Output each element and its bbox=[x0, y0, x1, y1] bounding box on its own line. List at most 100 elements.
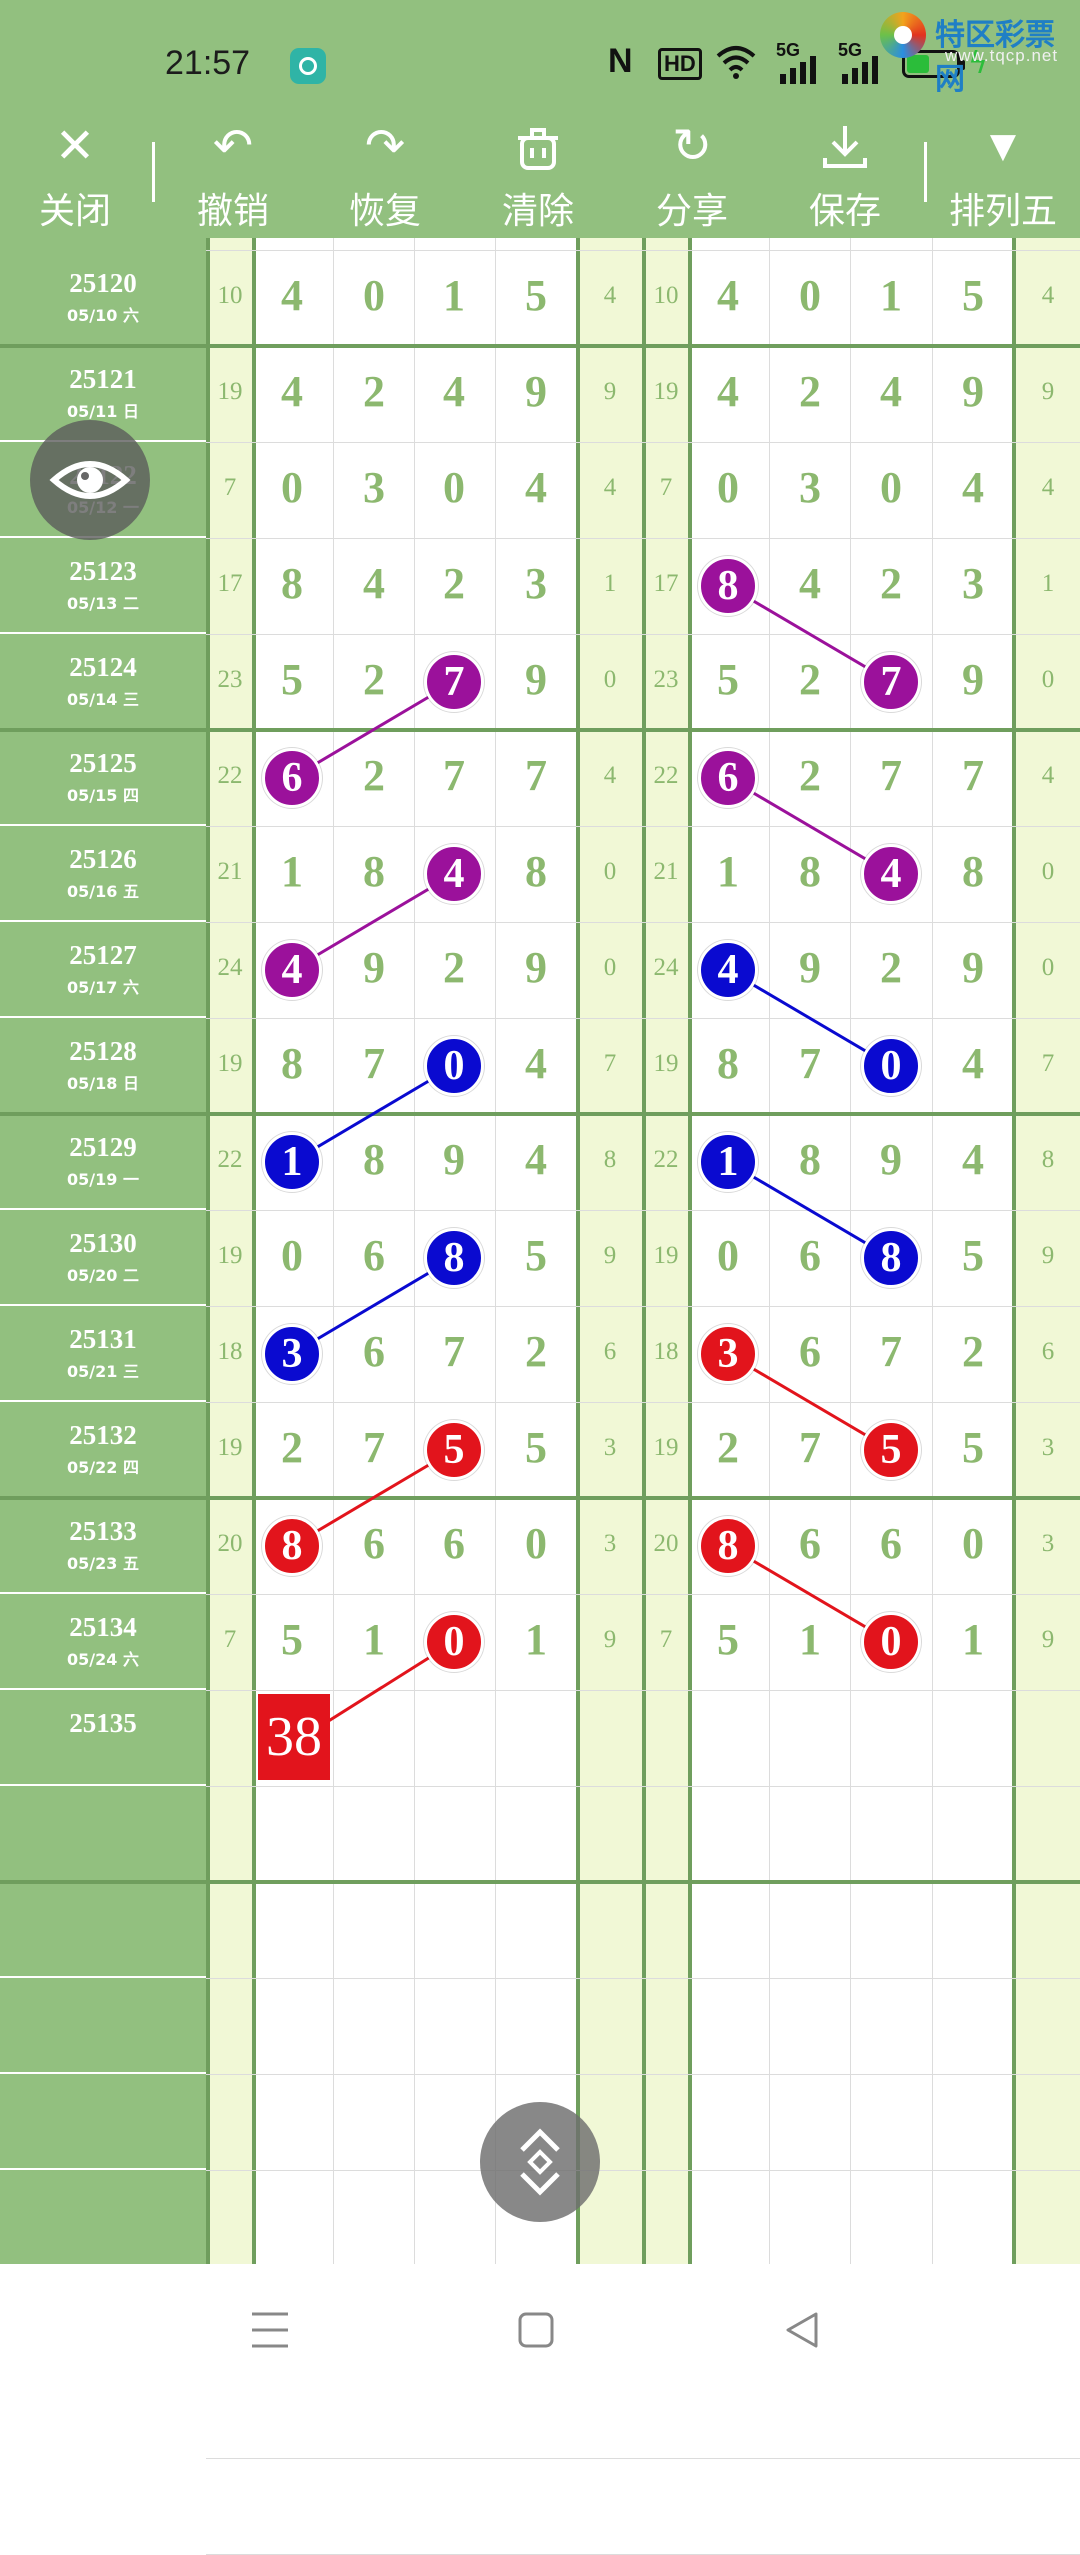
save-label: 保存 bbox=[808, 191, 881, 232]
watermark-url: www.tqcp.net bbox=[945, 46, 1059, 65]
clear-label: 清除 bbox=[501, 191, 574, 232]
connector-line bbox=[291, 872, 455, 972]
digit-cell: 0 bbox=[717, 1231, 739, 1280]
tail-value: 3 bbox=[603, 1434, 617, 1461]
issue-number: 25124 bbox=[69, 652, 137, 682]
share-icon: ↻ bbox=[671, 118, 713, 174]
tail-value: 3 bbox=[1041, 1434, 1055, 1461]
digit-cell: 1 bbox=[880, 271, 902, 320]
tail-value: 0 bbox=[1041, 954, 1055, 981]
digit-cell: 2 bbox=[363, 751, 385, 800]
sum-value: 21 bbox=[217, 858, 243, 885]
connector-line bbox=[291, 1256, 455, 1356]
sort-dropdown[interactable]: ▼ 排列五 bbox=[938, 110, 1068, 238]
digit-cell: 1 bbox=[281, 847, 303, 896]
digit-cell: 9 bbox=[443, 1135, 465, 1184]
highlight-circle: 6 bbox=[698, 748, 758, 808]
digit-cell: 2 bbox=[363, 655, 385, 704]
home-icon[interactable] bbox=[516, 2310, 556, 2350]
issue-date: 05/16 五 bbox=[67, 882, 139, 901]
download-icon bbox=[780, 118, 910, 174]
grid-vline-thick bbox=[688, 238, 692, 2264]
sum-value: 19 bbox=[217, 378, 243, 405]
sum-value: 19 bbox=[217, 1050, 243, 1077]
save-button[interactable]: 保存 bbox=[780, 110, 910, 238]
group-divider bbox=[0, 344, 1080, 348]
digit-cell: 7 bbox=[443, 1327, 465, 1376]
digit-cell: 7 bbox=[880, 1327, 902, 1376]
digit-cell: 0 bbox=[281, 1231, 303, 1280]
grid-vline-thick bbox=[252, 238, 256, 2264]
digit-cell: 8 bbox=[363, 1135, 385, 1184]
issue-number: 25133 bbox=[69, 1516, 137, 1546]
issue-row: 25134 05/24 六 bbox=[0, 1594, 206, 1690]
highlight-circle: 4 bbox=[861, 844, 921, 904]
charging-icon: ϟ bbox=[968, 46, 988, 81]
digit-cell: 7 bbox=[363, 1039, 385, 1088]
tail-value: 6 bbox=[1041, 1338, 1055, 1365]
issue-number: 25127 bbox=[69, 940, 137, 970]
issue-date: 05/15 四 bbox=[67, 786, 139, 805]
toolbar-divider-2 bbox=[924, 142, 927, 202]
grid-vline-thick bbox=[1012, 238, 1016, 2264]
digit-cell: 4 bbox=[525, 463, 547, 512]
issue-row bbox=[0, 2458, 206, 2554]
tail-value: 7 bbox=[603, 1050, 617, 1077]
signal-bars-icon bbox=[778, 56, 818, 89]
prediction-box[interactable]: 38 bbox=[258, 1694, 330, 1780]
group-divider bbox=[0, 1112, 1080, 1116]
share-button[interactable]: ↻ 分享 bbox=[627, 110, 757, 238]
tail-value: 6 bbox=[603, 1338, 617, 1365]
digit-cell: 6 bbox=[799, 1231, 821, 1280]
menu-icon[interactable] bbox=[248, 2310, 292, 2350]
digit-cell: 9 bbox=[880, 1135, 902, 1184]
grid-hline bbox=[206, 1402, 1080, 1403]
sum-value: 7 bbox=[223, 1626, 237, 1653]
issue-row bbox=[0, 1978, 206, 2074]
tail-value: 9 bbox=[603, 378, 617, 405]
eye-toggle-button[interactable] bbox=[30, 420, 150, 540]
undo-button[interactable]: ↶ 撤销 bbox=[168, 110, 298, 238]
scroll-updown-button[interactable] bbox=[480, 2102, 600, 2222]
redo-button[interactable]: ↷ 恢复 bbox=[320, 110, 450, 238]
issue-number: 25128 bbox=[69, 1036, 137, 1066]
tail-value: 1 bbox=[603, 570, 617, 597]
digit-cell: 6 bbox=[799, 1327, 821, 1376]
digit-cell: 0 bbox=[443, 463, 465, 512]
digit-cell: 4 bbox=[799, 559, 821, 608]
issue-number: 25135 bbox=[69, 1708, 137, 1738]
grid-hline bbox=[206, 1018, 1080, 1019]
sum-value: 22 bbox=[217, 762, 243, 789]
issue-number: 25126 bbox=[69, 844, 137, 874]
issue-date: 05/20 二 bbox=[67, 1266, 139, 1285]
digit-cell: 5 bbox=[962, 1423, 984, 1472]
digit-cell: 4 bbox=[880, 367, 902, 416]
connector-line bbox=[291, 680, 455, 780]
sum-value: 10 bbox=[217, 282, 243, 309]
status-bar: 21:57 N HD 5G 5G ϟ 特区彩票网 www.tqcp.net bbox=[0, 0, 1080, 110]
sum-value: 21 bbox=[653, 858, 679, 885]
issue-number: 25134 bbox=[69, 1612, 137, 1642]
issue-number: 25120 bbox=[69, 268, 137, 298]
tail-value: 7 bbox=[1041, 1050, 1055, 1077]
sum-value: 19 bbox=[653, 1242, 679, 1269]
back-icon[interactable] bbox=[780, 2308, 824, 2352]
connector-line bbox=[727, 1160, 892, 1260]
highlight-circle: 0 bbox=[861, 1036, 921, 1096]
digit-cell: 0 bbox=[962, 1519, 984, 1568]
clear-button[interactable]: 清除 bbox=[473, 110, 603, 238]
issue-row: 25130 05/20 二 bbox=[0, 1210, 206, 1306]
sum-value: 20 bbox=[653, 1530, 679, 1557]
sum-value: 24 bbox=[653, 954, 679, 981]
close-button[interactable]: ✕ 关闭 bbox=[10, 110, 140, 238]
tail-value: 9 bbox=[1041, 1626, 1055, 1653]
digit-cell: 9 bbox=[962, 655, 984, 704]
watermark-logo bbox=[880, 12, 926, 58]
digit-cell: 8 bbox=[363, 847, 385, 896]
issue-row: 25126 05/16 五 bbox=[0, 826, 206, 922]
issue-date: 05/10 六 bbox=[67, 306, 139, 325]
sum-value: 17 bbox=[217, 570, 243, 597]
digit-cell: 4 bbox=[962, 1135, 984, 1184]
digit-cell: 0 bbox=[363, 271, 385, 320]
